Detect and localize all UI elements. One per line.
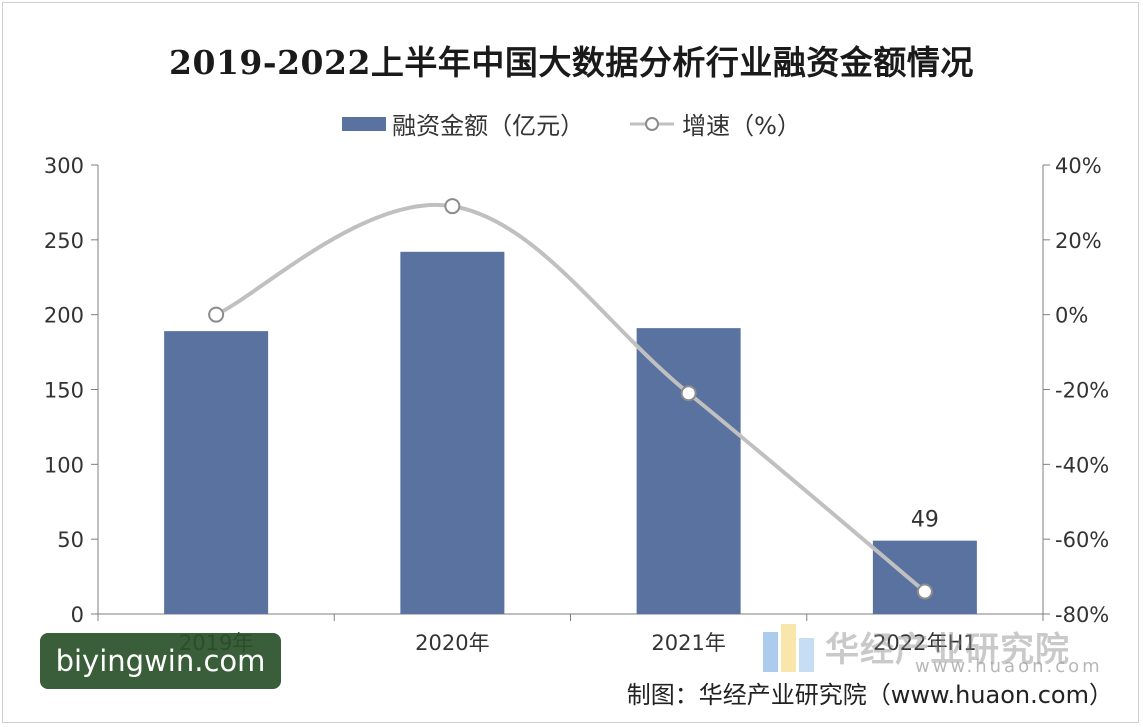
logo-watermark: 华经产业研究院	[763, 618, 1070, 674]
bar	[872, 540, 977, 614]
line-series	[208, 198, 933, 600]
y-left-tick-label: 200	[44, 304, 84, 328]
x-tick-label: 2022年H1	[873, 631, 977, 655]
legend-label-line: 增速（%）	[682, 112, 801, 140]
legend-item-line: 增速（%）	[628, 106, 801, 141]
chart-title: 2019-2022上半年中国大数据分析行业融资金额情况	[169, 43, 974, 82]
chart-legend: 融资金额（亿元） 增速（%）	[0, 106, 1143, 141]
y-right-tick-label: 20%	[1055, 229, 1102, 253]
y-right-tick-label: 0%	[1055, 304, 1088, 328]
logo-url: www.huaon.com	[915, 656, 1103, 677]
bar	[400, 251, 505, 614]
legend-item-bar: 融资金额（亿元）	[342, 106, 584, 141]
growth-point	[208, 306, 225, 323]
growth-line	[215, 202, 927, 594]
source-note: 制图：华经产业研究院（www.huaon.com）	[626, 681, 1113, 709]
y-left-tick-label: 0	[71, 603, 84, 627]
x-tick-label: 2021年	[651, 631, 725, 655]
y-right-tick-label: 40%	[1055, 154, 1102, 178]
y-right-tick-label: -80%	[1055, 603, 1109, 627]
y-left-tick-label: 300	[44, 154, 84, 178]
data-label: 49	[911, 508, 939, 533]
legend-bar-swatch	[342, 116, 387, 131]
y-left-tick-label: 150	[44, 379, 84, 403]
site-watermark: biyingwin.com	[40, 633, 281, 689]
y-left-tick-label: 50	[57, 528, 84, 552]
growth-point	[444, 198, 461, 215]
logo-mark-icon	[763, 624, 814, 672]
data-labels: 49	[911, 508, 939, 533]
logo-text: 华经产业研究院	[825, 629, 1070, 670]
y-left-tick-label: 250	[44, 229, 84, 253]
growth-point	[916, 583, 933, 600]
bar-series	[164, 251, 977, 614]
legend-line-swatch	[630, 116, 675, 131]
bar	[636, 328, 741, 614]
y-right-tick-label: -40%	[1055, 453, 1109, 477]
y-right-tick-label: -20%	[1055, 379, 1109, 403]
growth-point	[680, 385, 697, 402]
x-tick-label: 2020年	[415, 631, 489, 655]
y-left-tick-label: 100	[44, 453, 84, 477]
y-right-tick-label: -60%	[1055, 528, 1109, 552]
bar	[164, 331, 269, 614]
legend-label-bar: 融资金额（亿元）	[392, 112, 585, 140]
